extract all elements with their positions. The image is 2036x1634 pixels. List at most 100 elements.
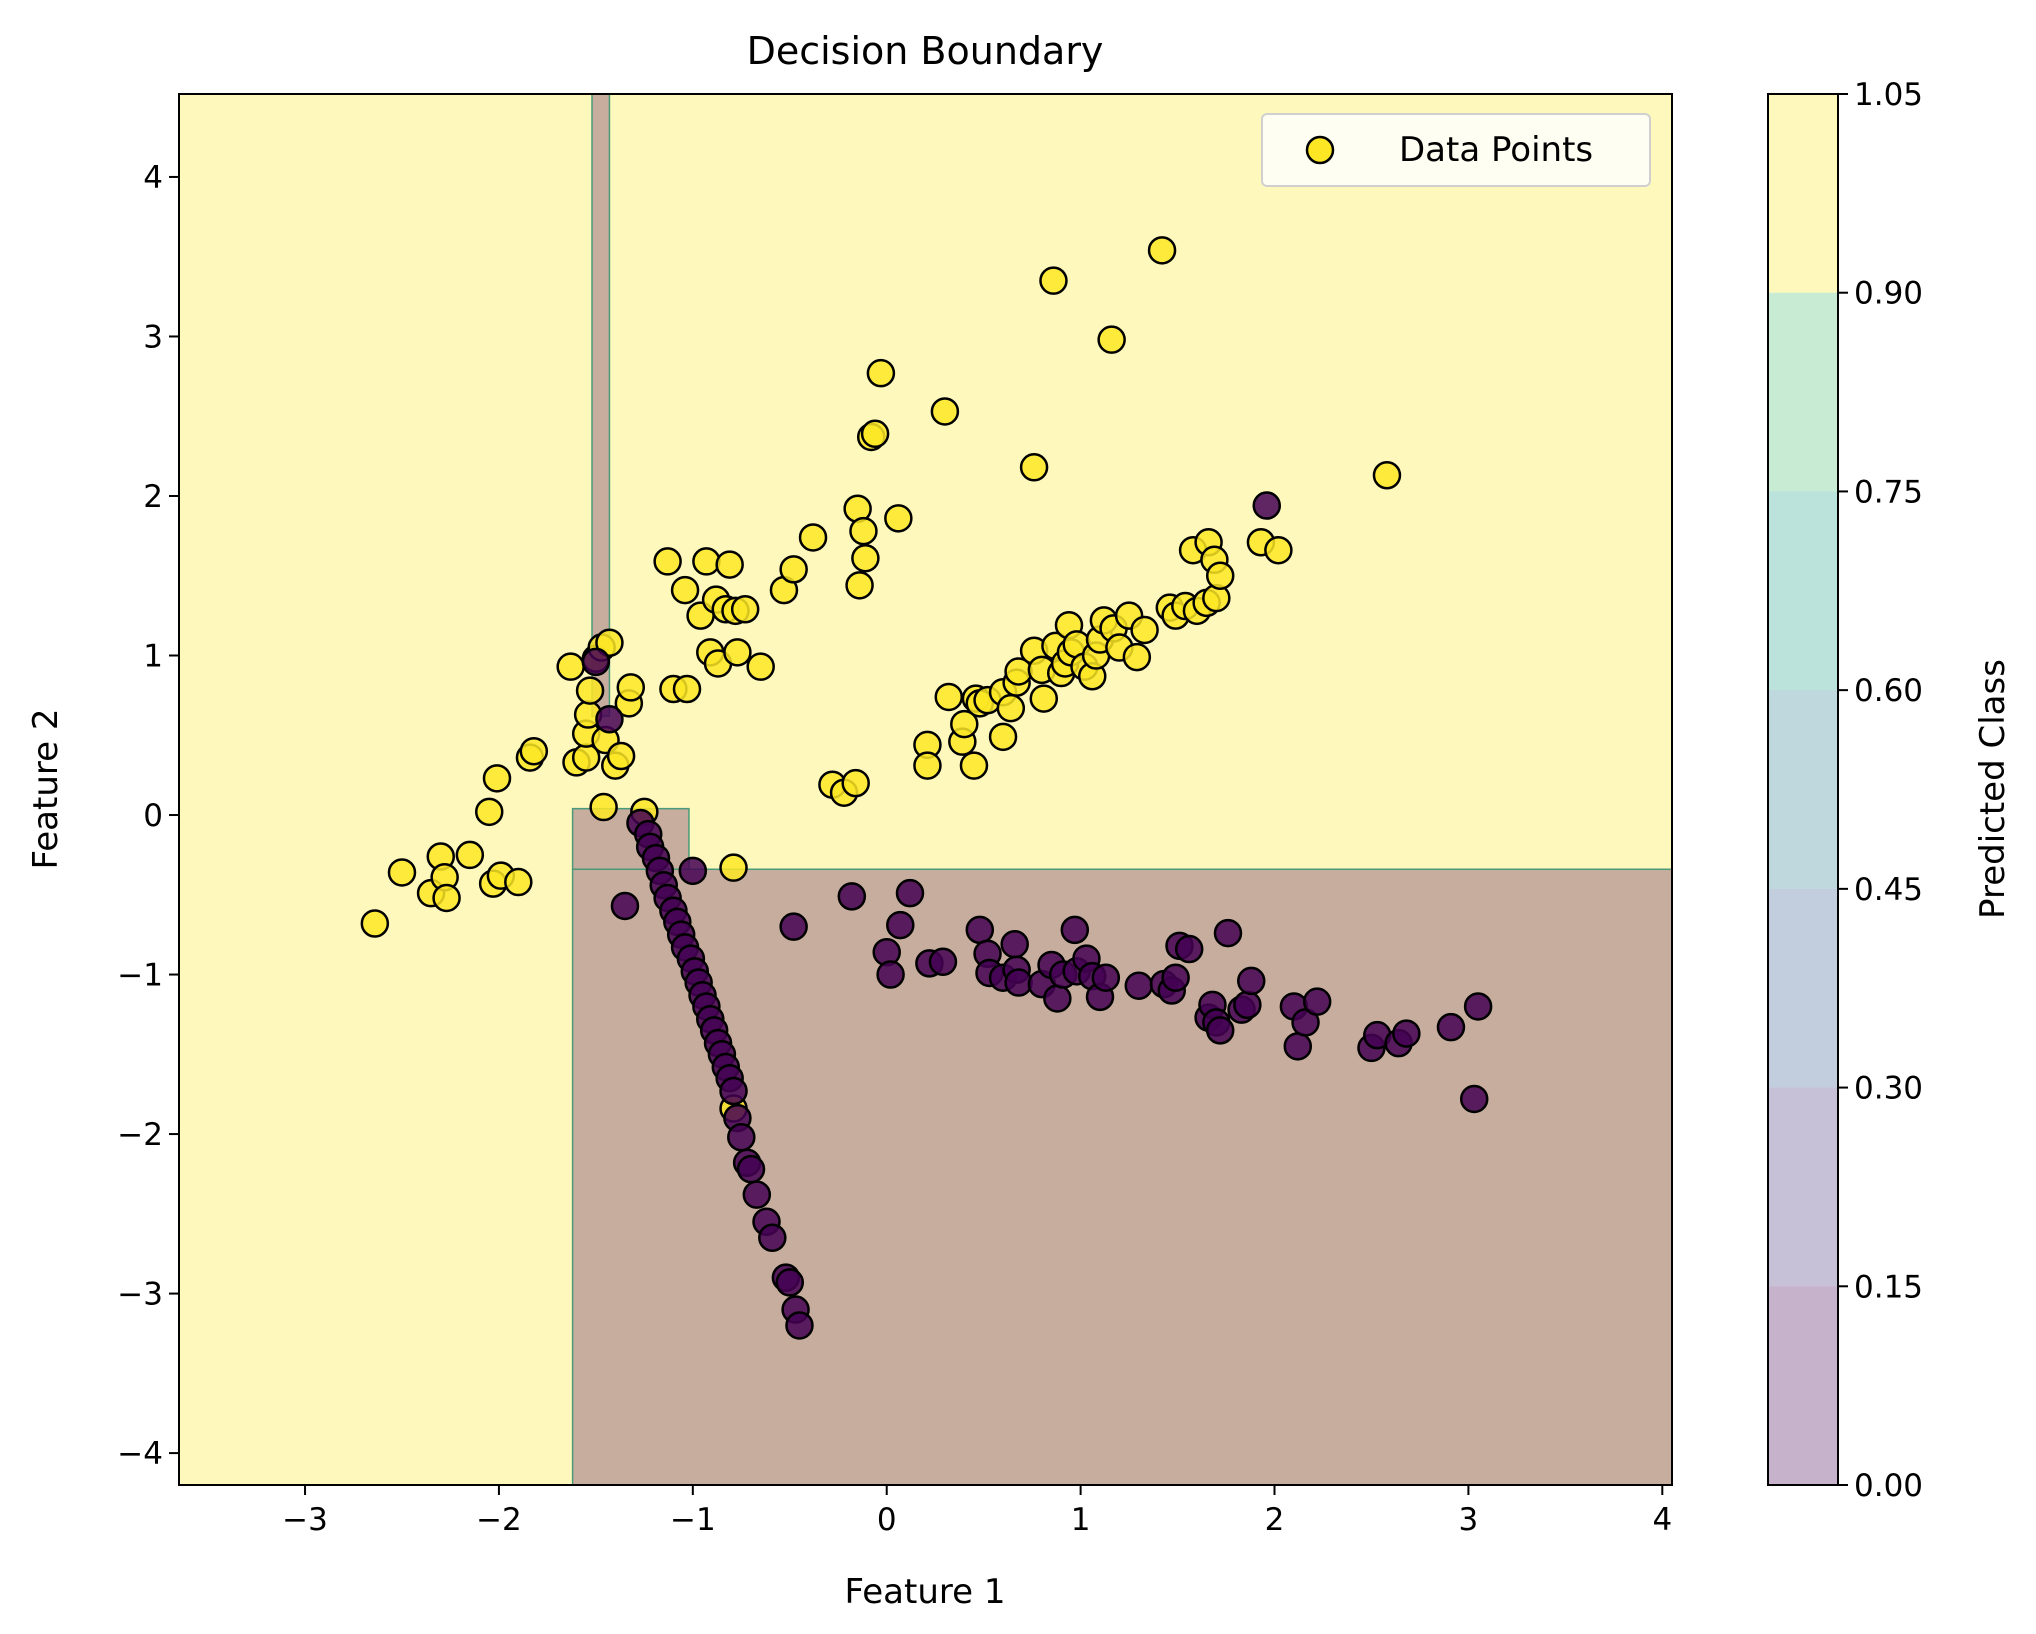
data-point-class-1 — [1019, 453, 1049, 482]
data-point-class-0 — [1174, 934, 1204, 964]
data-point-class-1 — [798, 523, 828, 552]
data-point-class-0 — [1060, 915, 1090, 945]
data-point-class-1 — [934, 682, 964, 712]
data-point-class-0 — [928, 947, 958, 977]
data-point-class-1 — [913, 751, 942, 780]
data-point-class-1 — [474, 797, 504, 827]
data-point-class-1 — [1372, 460, 1402, 490]
data-point-class-1 — [851, 543, 880, 573]
y-tick-label: −1 — [117, 958, 163, 994]
data-point-class-1 — [930, 397, 960, 426]
data-point-class-1 — [730, 594, 760, 624]
data-point-class-1 — [1264, 535, 1293, 565]
data-point-class-1 — [1029, 684, 1059, 713]
data-point-class-0 — [1436, 1012, 1466, 1042]
data-point-class-0 — [1302, 987, 1332, 1016]
y-tick-label: 1 — [143, 639, 163, 675]
plot-frame — [178, 93, 1673, 1486]
data-point-class-0 — [595, 705, 624, 734]
chart-title: Decision Boundary — [747, 29, 1104, 73]
colorbar-tick-label: 0.15 — [1854, 1269, 1923, 1305]
colorbar-tick-label: 0.60 — [1854, 673, 1923, 709]
colorbar-tick-label: 0.75 — [1854, 474, 1923, 510]
colorbar-tick-label: 0.45 — [1854, 872, 1923, 908]
data-point-class-0 — [876, 960, 905, 989]
data-point-class-1 — [1097, 325, 1126, 354]
decision-region-class-1 — [179, 94, 1672, 1485]
data-point-class-1 — [455, 840, 485, 870]
data-point-class-1 — [672, 674, 702, 704]
plot-area — [178, 93, 1673, 1486]
data-points — [360, 236, 1493, 1340]
data-point-class-1 — [779, 555, 808, 584]
data-point-class-0 — [895, 878, 925, 908]
data-point-class-1 — [988, 722, 1018, 752]
colorbar-band — [1768, 690, 1838, 889]
colorbar-band — [1768, 888, 1838, 1088]
decision-regions — [179, 94, 1672, 1485]
decision-region-class-0 — [571, 868, 1672, 1485]
data-point-class-1 — [575, 676, 605, 705]
colorbar-bands — [1768, 94, 1838, 1485]
data-point-class-1 — [653, 547, 682, 576]
data-point-class-1 — [670, 575, 700, 605]
data-point-class-0 — [1043, 984, 1072, 1013]
x-tick-label: −1 — [670, 1502, 716, 1538]
y-tick-label: −4 — [117, 1436, 163, 1472]
legend: Data Points — [1261, 113, 1651, 187]
data-point-class-0 — [1252, 491, 1282, 520]
x-tick-label: 2 — [1265, 1502, 1285, 1538]
data-point-class-1 — [360, 909, 390, 938]
data-point-class-1 — [860, 419, 890, 449]
data-point-class-0 — [610, 891, 640, 921]
data-point-class-1 — [1205, 561, 1235, 590]
y-axis-ticks: −4 −3 −2 −1 0 1 2 3 4 — [117, 160, 179, 1472]
data-point-class-1 — [387, 858, 417, 887]
data-point-class-1 — [606, 741, 636, 771]
data-point-class-0 — [1124, 971, 1154, 1000]
data-point-class-0 — [1236, 966, 1266, 996]
data-point-class-0 — [1091, 963, 1121, 992]
data-point-class-0 — [1233, 990, 1262, 1020]
data-point-class-1 — [719, 853, 748, 882]
data-point-class-0 — [678, 856, 708, 886]
colorbar-band — [1768, 1087, 1838, 1287]
y-tick-label: 0 — [143, 798, 163, 834]
legend-marker — [1305, 135, 1335, 165]
data-point-class-1 — [1130, 615, 1159, 645]
x-tick-label: −2 — [476, 1502, 522, 1538]
data-point-class-0 — [1161, 963, 1190, 992]
colorbar-tick-label: 0.00 — [1854, 1468, 1923, 1504]
data-point-class-1 — [723, 638, 752, 667]
colorbar-band — [1768, 1286, 1838, 1485]
y-tick-label: 3 — [143, 319, 163, 355]
data-point-class-0 — [775, 1268, 805, 1297]
data-point-class-1 — [950, 709, 979, 739]
data-point-class-0 — [581, 647, 611, 677]
data-point-class-1 — [556, 652, 585, 681]
data-point-class-1 — [595, 628, 624, 657]
data-point-class-1 — [884, 504, 913, 533]
data-point-class-0 — [886, 910, 915, 940]
colorbar-frame — [1767, 93, 1839, 1486]
data-point-class-1 — [715, 550, 744, 579]
data-point-class-1 — [1122, 642, 1152, 672]
x-tick-label: 4 — [1652, 1502, 1672, 1538]
data-point-class-0 — [758, 1223, 787, 1252]
data-point-class-0 — [1463, 992, 1493, 1021]
legend-box — [1261, 113, 1651, 187]
data-point-class-1 — [996, 693, 1026, 723]
data-point-class-1 — [482, 764, 512, 793]
data-point-class-0 — [837, 882, 867, 911]
data-point-class-1 — [866, 358, 896, 388]
data-point-class-0 — [785, 1311, 814, 1340]
colorbar-band — [1768, 491, 1838, 691]
y-tick-label: −2 — [117, 1117, 163, 1153]
data-point-class-0 — [1213, 918, 1243, 948]
data-point-class-1 — [504, 867, 533, 897]
y-tick-label: 2 — [143, 479, 163, 515]
data-point-class-1 — [841, 768, 870, 798]
data-point-class-0 — [1283, 1032, 1313, 1061]
x-tick-label: 3 — [1459, 1502, 1479, 1538]
